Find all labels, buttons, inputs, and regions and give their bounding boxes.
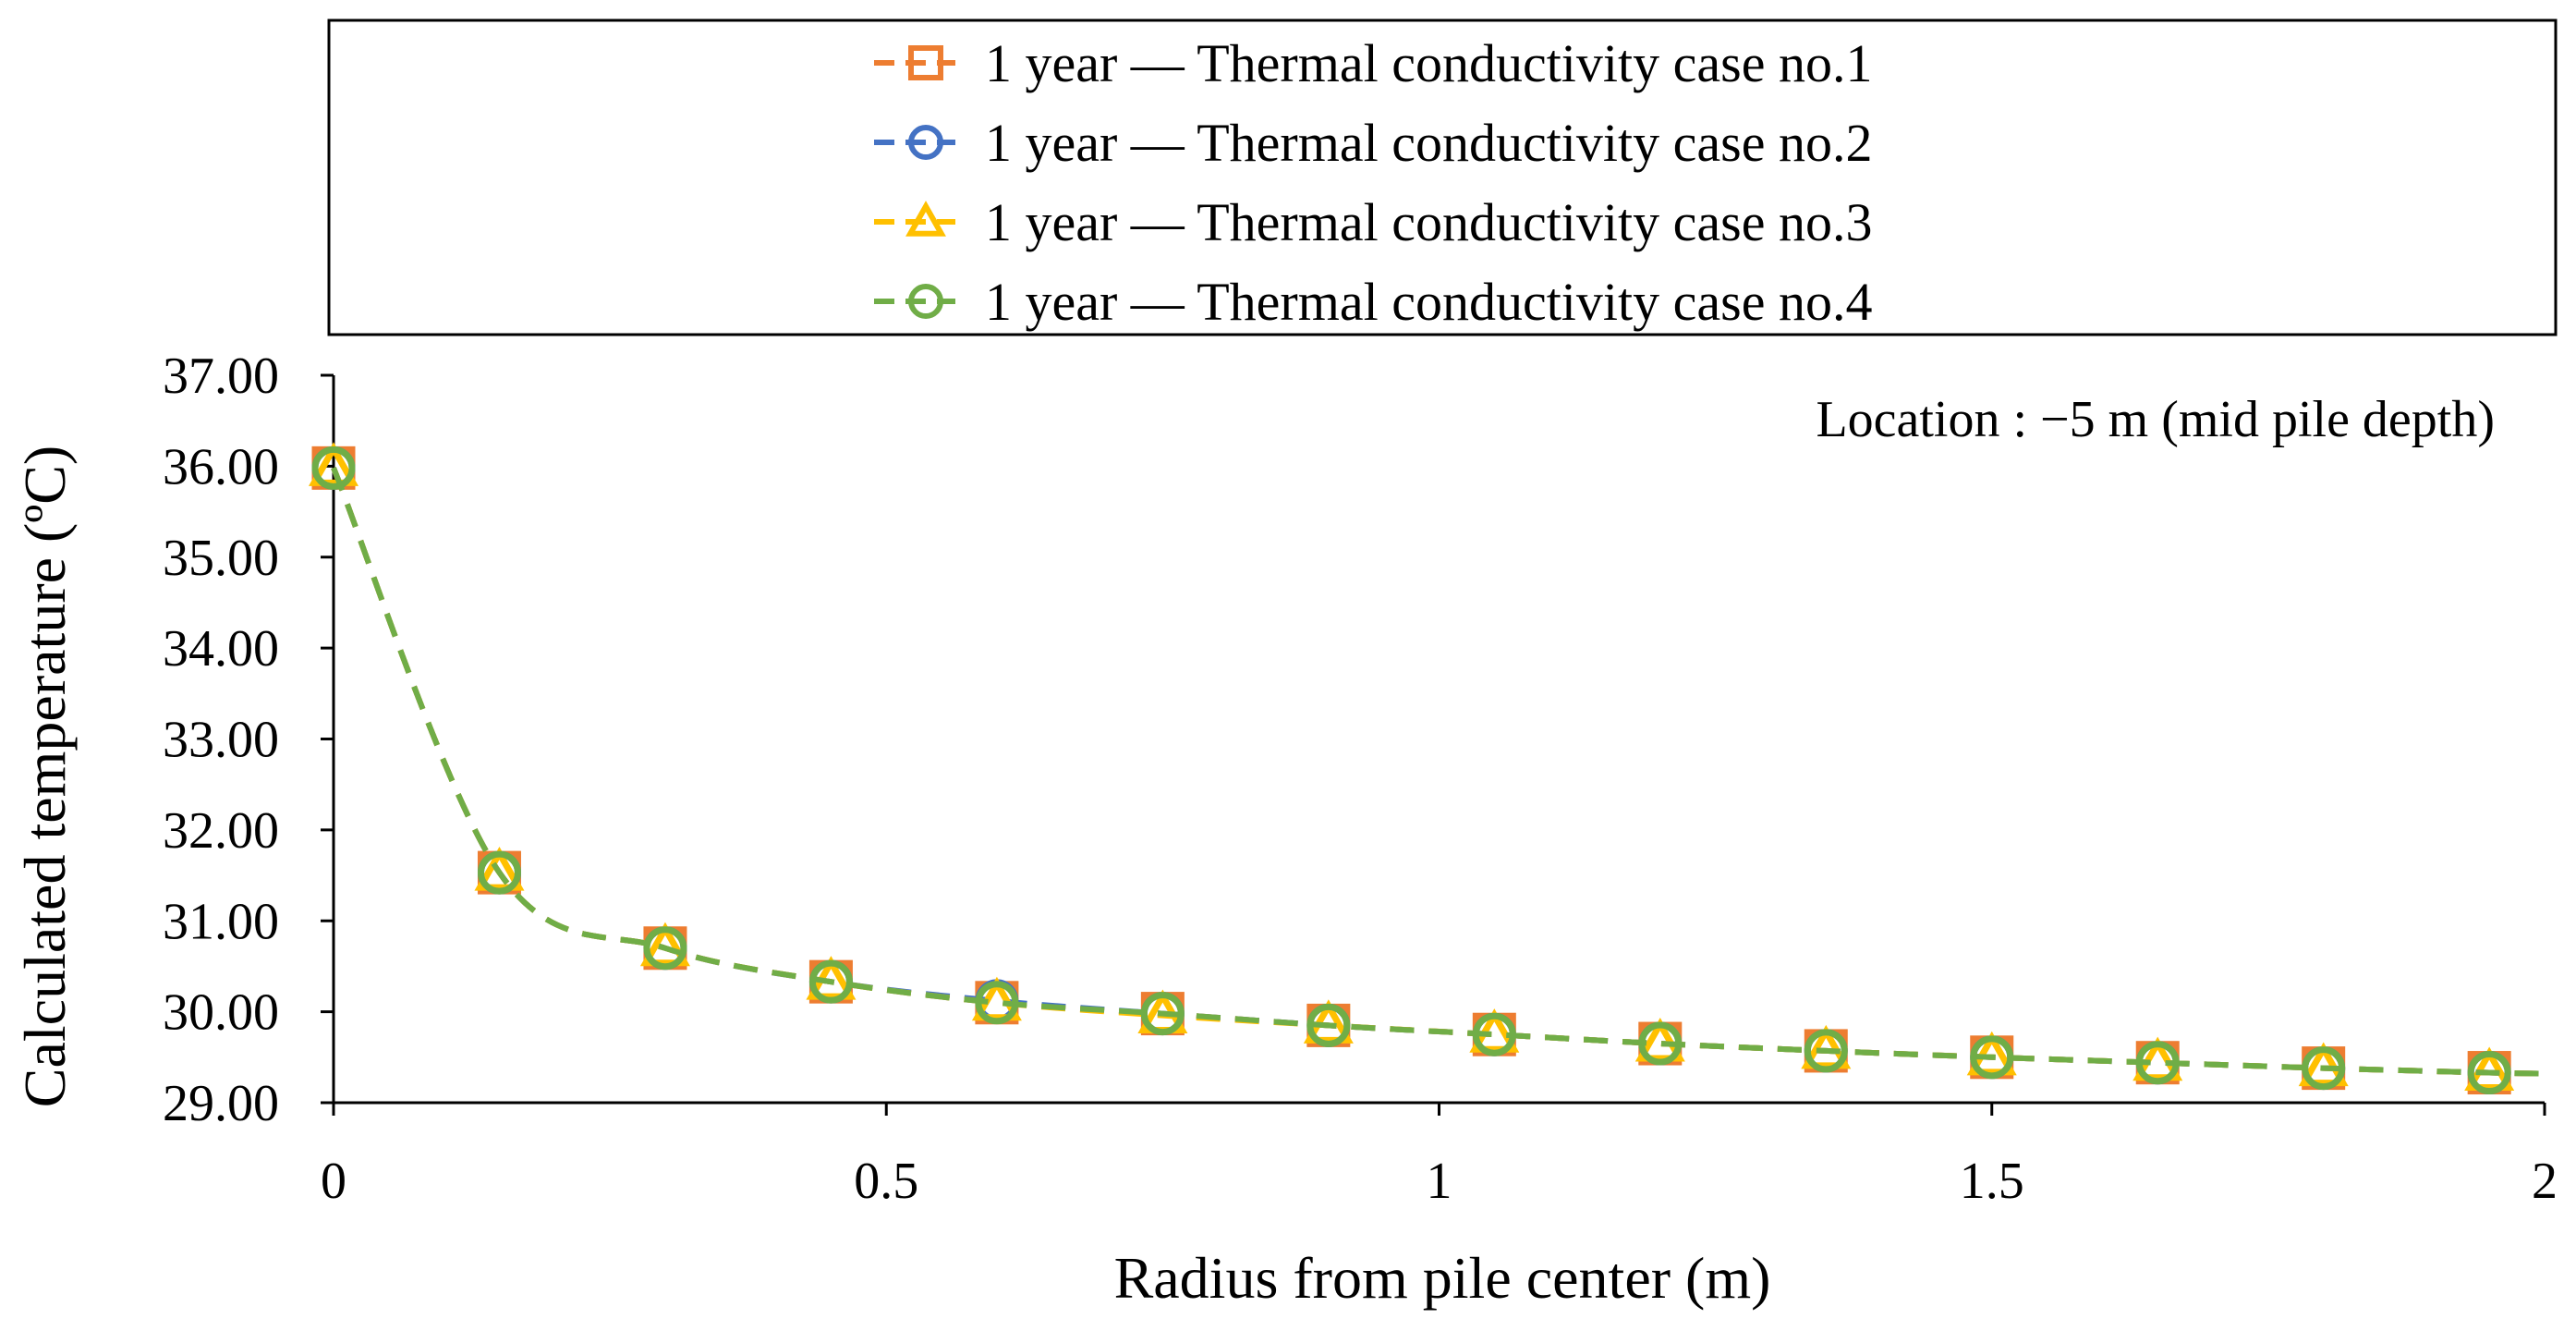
- y-tick-label: 35.00: [163, 530, 279, 587]
- series-4-point: [477, 850, 521, 895]
- legend-frame: [327, 18, 2558, 336]
- legend-swatch-marker: [908, 125, 943, 160]
- legend: 1 year — Thermal conductivity case no.1 1…: [327, 18, 2558, 336]
- series-4-point: [808, 959, 853, 1004]
- x-axis-title: Radius from pile center (m): [1114, 1245, 1771, 1311]
- legend-swatch-marker: [908, 284, 943, 319]
- y-tick-label: 37.00: [163, 348, 279, 405]
- legend-label: 1 year — Thermal conductivity case no.2: [985, 113, 1872, 173]
- x-tick-label: 1.5: [1960, 1153, 2024, 1210]
- y-tick-label: 34.00: [163, 620, 279, 678]
- series-3-point: [639, 922, 690, 967]
- y-axis-title: Calculated temperature (ºC): [12, 446, 78, 1107]
- series-4-point: [1306, 1003, 1351, 1047]
- y-tick-label: 29.00: [163, 1075, 279, 1132]
- y-tick-label: 32.00: [163, 802, 279, 860]
- series-4-point: [1970, 1035, 2014, 1080]
- y-tick-label: 30.00: [163, 984, 279, 1042]
- legend-entry-3: 1 year — Thermal conductivity case no.3: [874, 192, 1872, 252]
- series-4-point: [2135, 1041, 2180, 1085]
- y-tick-label: 36.00: [163, 438, 279, 495]
- series-4-point: [1140, 992, 1185, 1036]
- x-tick-label: 0.5: [854, 1153, 918, 1210]
- series-4-point: [2467, 1051, 2511, 1095]
- series-4-point: [2302, 1046, 2346, 1091]
- series-3-point: [1634, 1017, 1685, 1062]
- series-4-point: [1472, 1012, 1516, 1056]
- legend-label: 1 year — Thermal conductivity case no.3: [985, 192, 1872, 252]
- series-4-point: [1804, 1029, 1848, 1073]
- series-3-point: [308, 442, 359, 486]
- series-4-point: [1638, 1021, 1683, 1066]
- legend-entry-4: 1 year — Thermal conductivity case no.4: [874, 272, 1872, 332]
- series-4-line: [331, 467, 2546, 1077]
- series-3-point: [474, 847, 525, 891]
- series-4-point: [643, 926, 687, 971]
- series-layer: [308, 442, 2546, 1095]
- legend-swatch-marker: [905, 201, 946, 237]
- series-4: [311, 446, 2546, 1095]
- legend-entry-2: 1 year — Thermal conductivity case no.2: [874, 113, 1872, 173]
- legend-label: 1 year — Thermal conductivity case no.4: [985, 272, 1872, 332]
- x-tick-label: 1: [1427, 1153, 1452, 1210]
- series-4-point: [311, 446, 356, 490]
- y-tick-label: 33.00: [163, 712, 279, 769]
- location-annotation: Location : −5 m (mid pile depth): [1816, 391, 2495, 448]
- x-tick-label: 0: [321, 1153, 346, 1210]
- legend-label: 1 year — Thermal conductivity case no.1: [985, 33, 1872, 93]
- y-tick-label: 31.00: [163, 893, 279, 950]
- axes: 29.00 30.00 31.00 32.00 33.00 34.00 35.00 36.00…: [163, 348, 2558, 1210]
- x-tick-label: 2: [2532, 1153, 2558, 1210]
- legend-swatch-marker: [908, 45, 943, 80]
- legend-entry-1: 1 year — Thermal conductivity case no.1: [874, 33, 1872, 93]
- series-4-point: [975, 981, 1019, 1025]
